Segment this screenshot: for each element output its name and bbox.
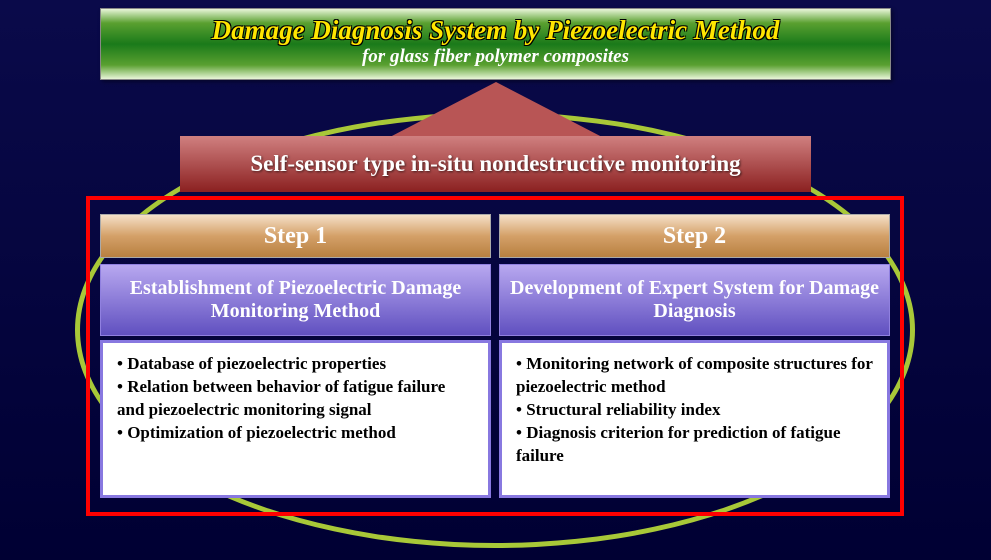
list-item: • Optimization of piezoelectric method xyxy=(117,422,474,445)
step-1-body: • Database of piezoelectric properties •… xyxy=(100,340,491,498)
step-2-title: Development of Expert System for Damage … xyxy=(499,264,890,336)
arrow-up: Self-sensor type in-situ nondestructive … xyxy=(180,82,811,192)
step-1-column: Step 1 Establishment of Piezoelectric Da… xyxy=(100,214,491,498)
title-banner: Damage Diagnosis System by Piezoelectric… xyxy=(100,8,891,80)
title-main: Damage Diagnosis System by Piezoelectric… xyxy=(101,15,890,46)
step-2-header: Step 2 xyxy=(499,214,890,258)
step-2-column: Step 2 Development of Expert System for … xyxy=(499,214,890,498)
step-1-title: Establishment of Piezoelectric Damage Mo… xyxy=(100,264,491,336)
list-item: • Structural reliability index xyxy=(516,399,873,422)
step-2-body: • Monitoring network of composite struct… xyxy=(499,340,890,498)
step-1-header: Step 1 xyxy=(100,214,491,258)
arrow-body: Self-sensor type in-situ nondestructive … xyxy=(180,136,811,192)
arrow-head-icon xyxy=(388,82,604,138)
list-item: • Diagnosis criterion for prediction of … xyxy=(516,422,873,468)
list-item: • Database of piezoelectric properties xyxy=(117,353,474,376)
title-subtitle: for glass fiber polymer composites xyxy=(101,46,890,68)
list-item: • Monitoring network of composite struct… xyxy=(516,353,873,399)
list-item: • Relation between behavior of fatigue f… xyxy=(117,376,474,422)
arrow-label: Self-sensor type in-situ nondestructive … xyxy=(250,151,740,177)
steps-container: Step 1 Establishment of Piezoelectric Da… xyxy=(100,214,890,498)
